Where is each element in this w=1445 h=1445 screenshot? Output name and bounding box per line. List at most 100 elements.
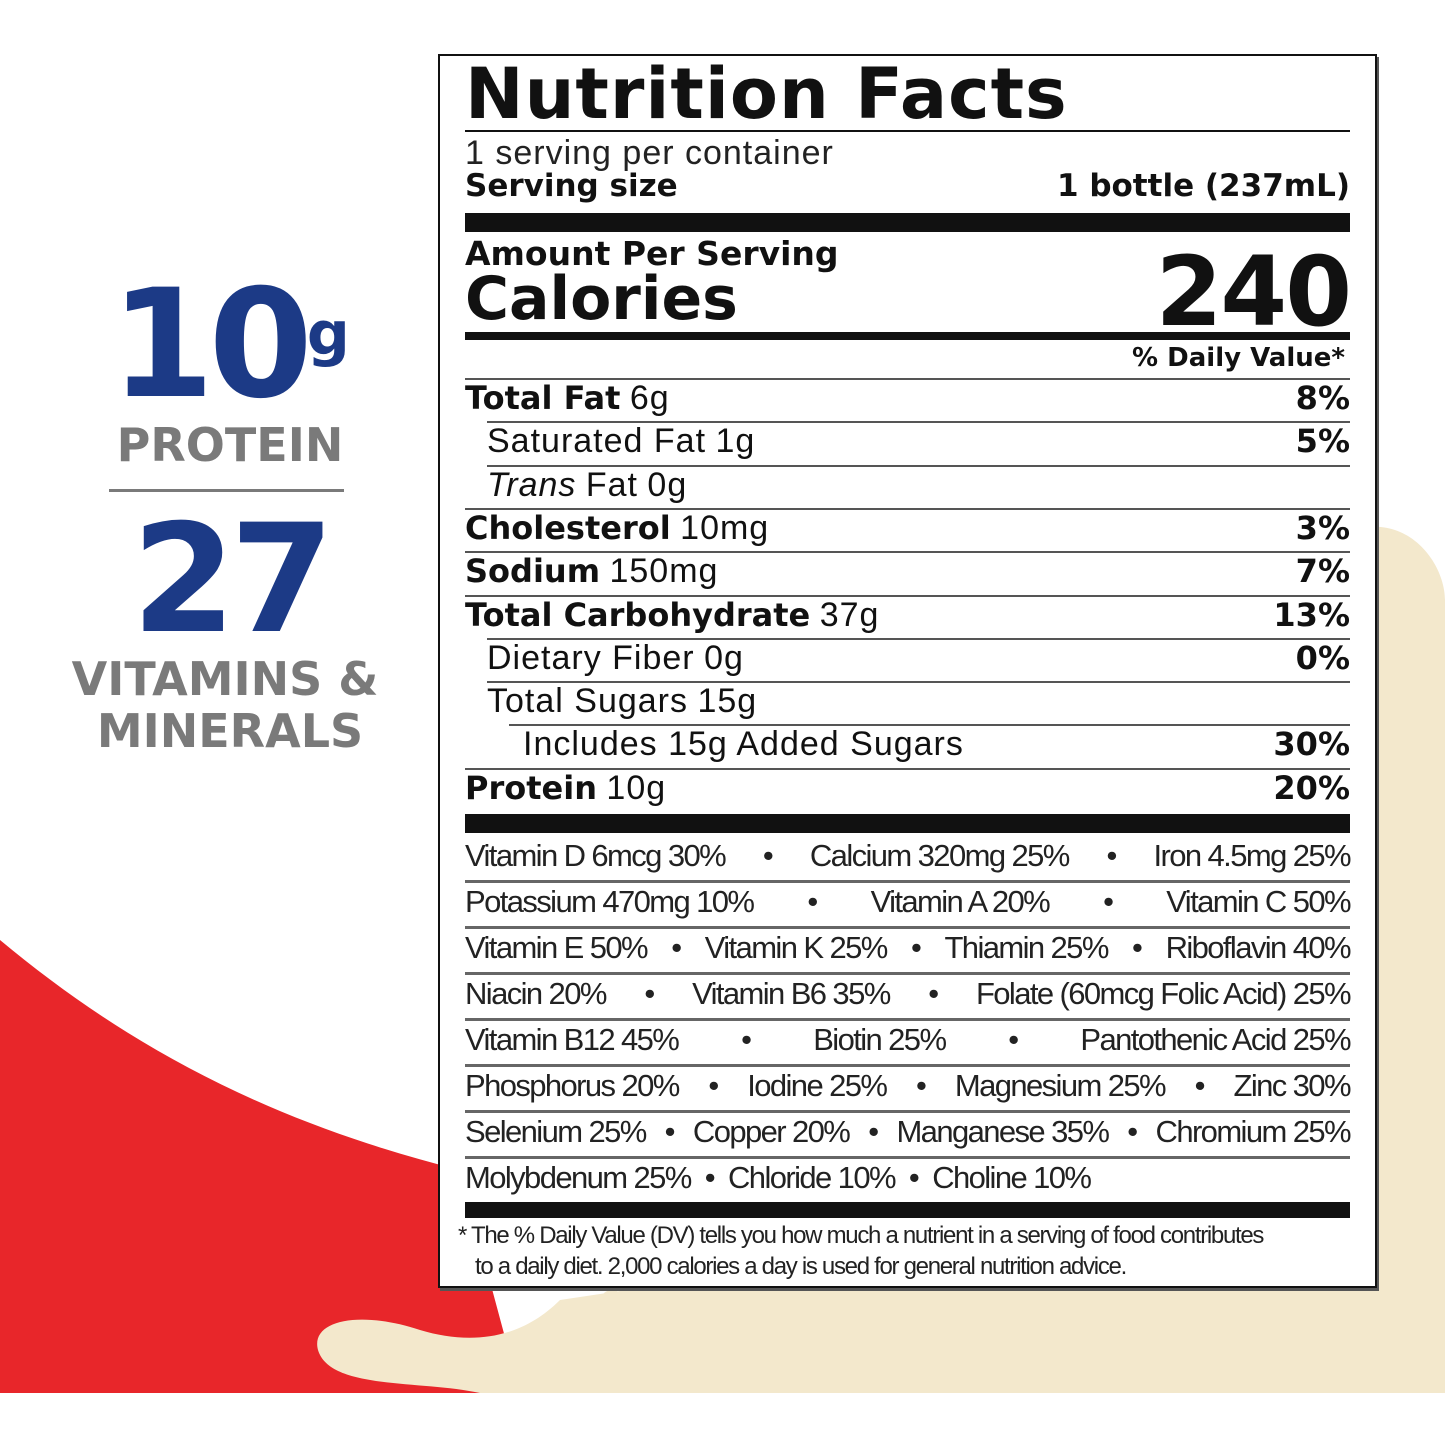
nutrient-label: Includes 15g Added Sugars: [465, 725, 964, 764]
row-rule: [465, 1018, 1350, 1021]
nutrient-name: Trans: [487, 465, 577, 504]
nutrient-label: Total Fat 6g: [465, 379, 670, 418]
bullet-separator: •: [915, 1068, 927, 1103]
nutrient-dv: 20%: [1273, 768, 1350, 807]
protein-value: 10: [110, 258, 313, 432]
vitamin-item: Niacin 20%: [465, 976, 607, 1011]
vitamin-item: Vitamin K 25%: [704, 930, 889, 965]
row-rule: [487, 681, 1350, 684]
nutrient-row: Includes 15g Added Sugars 30%: [465, 725, 1350, 764]
bullet-separator: •: [708, 1068, 719, 1103]
nutrient-row: Cholesterol 10mg 3%: [465, 509, 1350, 548]
vitamin-item: Phosphorus 20%: [465, 1068, 680, 1103]
vitamin-item: Potassium 470mg 10%: [465, 884, 755, 919]
nutrient-name: Cholesterol: [465, 508, 671, 547]
vitamin-row: Vitamin B12 45% • Biotin 25% • Pantothenic A…: [465, 1022, 1352, 1058]
row-rule: [465, 1110, 1350, 1113]
nutrient-dv: 7%: [1295, 552, 1350, 591]
protein-label: PROTEIN: [116, 418, 344, 472]
label-title: Nutrition Facts: [465, 53, 1068, 135]
nutrient-label: Sodium 150mg: [465, 552, 718, 591]
vitamin-item: Chromium 25%: [1155, 1114, 1352, 1149]
nutrient-name: Includes 15g Added Sugars: [523, 725, 964, 764]
bullet-separator: •: [1132, 930, 1143, 965]
nutrient-name: Dietary Fiber: [487, 638, 695, 677]
nutrient-label: Protein 10g: [465, 769, 666, 808]
dv-header: % Daily Value*: [1132, 343, 1345, 373]
vitamin-row: Niacin 20% • Vitamin B6 35% • Folate (60mcg …: [465, 976, 1352, 1012]
row-rule: [487, 421, 1350, 424]
vitamin-row: Molybdenum 25% • Chloride 10% • Choline 10%: [465, 1160, 1350, 1196]
nutrient-name: Total Fat: [465, 379, 621, 417]
nutrient-row: Trans Fat 0g: [465, 466, 1350, 505]
vitamin-item: Vitamin E 50%: [465, 930, 649, 965]
vitamin-row: Selenium 25% • Copper 20% • Manganese 35% • Ch…: [465, 1114, 1352, 1150]
nutrient-dv: 13%: [1273, 595, 1350, 634]
nutrient-name: Total Sugars: [487, 682, 688, 721]
nutrient-row: Dietary Fiber 0g 0%: [465, 639, 1350, 678]
vitamins-label-2: MINERALS: [96, 704, 364, 758]
bullet-separator: •: [1194, 1068, 1206, 1103]
vitamin-item: Biotin 25%: [813, 1022, 947, 1057]
nutrient-label: Saturated Fat 1g: [465, 422, 755, 461]
nutrient-dv: 3%: [1295, 508, 1350, 547]
vitamin-item: Selenium 25%: [465, 1114, 647, 1149]
row-rule: [487, 464, 1350, 467]
nutrient-amount: 0g: [704, 638, 744, 677]
nutrient-amount: 0g: [647, 465, 688, 504]
row-rule: [465, 1156, 1350, 1159]
thick-rule: [465, 213, 1350, 232]
callout-divider: [109, 489, 344, 492]
thick-rule: [465, 1202, 1350, 1218]
vitamin-item: Vitamin B6 35%: [692, 976, 891, 1011]
nutrition-facts-label: Nutrition Facts 1 serving per container …: [438, 54, 1377, 1288]
vitamin-item: Iodine 25%: [747, 1068, 888, 1103]
nutrient-dv: 30%: [1273, 725, 1350, 764]
bullet-separator: •: [910, 930, 922, 965]
vitamin-item: Magnesium 25%: [954, 1068, 1167, 1103]
servings-per-container: 1 serving per container: [465, 134, 834, 172]
nutrient-label: Trans Fat 0g: [465, 466, 687, 505]
bullet-separator: •: [807, 884, 818, 919]
vitamin-item: Chloride 10%: [728, 1160, 897, 1195]
milk-splash: [317, 526, 1445, 1393]
rule: [465, 130, 1350, 132]
nutrient-name: Protein: [465, 768, 597, 807]
nutrient-row: Saturated Fat 1g 5%: [465, 422, 1350, 461]
nutrient-label: Dietary Fiber 0g: [465, 639, 744, 678]
calories-value: 240: [1155, 236, 1352, 348]
nutrient-name: Sodium: [465, 552, 601, 591]
nutrient-amount: 1g: [715, 422, 756, 461]
nutrient-amount: 10g: [606, 768, 667, 807]
vitamins-callout: 27 VITAMINS & MINERALS: [60, 505, 400, 757]
vitamin-item: Iron 4.5mg 25%: [1153, 838, 1352, 873]
nutrient-dv: 0%: [1295, 638, 1350, 677]
vitamin-row: Phosphorus 20% • Iodine 25% • Magnesium 25% •…: [465, 1068, 1352, 1104]
row-rule: [465, 972, 1350, 975]
nutrient-row: Sodium 150mg 7%: [465, 552, 1350, 591]
vitamin-item: Vitamin C 50%: [1166, 884, 1351, 919]
row-rule: [465, 507, 1350, 510]
row-rule: [465, 767, 1350, 770]
nutrient-row: Total Carbohydrate 37g 13%: [465, 596, 1350, 635]
bullet-separator: •: [1106, 838, 1117, 873]
row-rule: [465, 378, 1350, 380]
vitamin-item: Vitamin D 6mcg 30%: [465, 838, 727, 873]
bullet-separator: •: [908, 1160, 920, 1195]
vitamin-item: Vitamin B12 45%: [465, 1022, 680, 1057]
nutrient-label: Total Carbohydrate 37g: [465, 596, 879, 635]
vitamin-item: Choline 10%: [932, 1160, 1092, 1195]
row-rule: [465, 926, 1350, 929]
nutrient-row: Total Sugars 15g: [465, 682, 1350, 721]
nutrient-amount: 6g: [629, 379, 670, 417]
serving-size-row: Serving size 1 bottle (237mL): [465, 168, 1350, 204]
bullet-separator: •: [644, 976, 655, 1011]
nutrient-amount: 15g: [697, 682, 758, 721]
row-rule: [509, 724, 1350, 727]
vitamin-item: Riboflavin 40%: [1165, 930, 1352, 965]
vitamin-row: Vitamin D 6mcg 30% • Calcium 320mg 25% • Iro…: [465, 838, 1352, 874]
nutrient-dv: 5%: [1295, 422, 1350, 461]
nutrient-amount: 10mg: [680, 508, 770, 547]
vitamins-label-1: VITAMINS &: [71, 652, 379, 706]
